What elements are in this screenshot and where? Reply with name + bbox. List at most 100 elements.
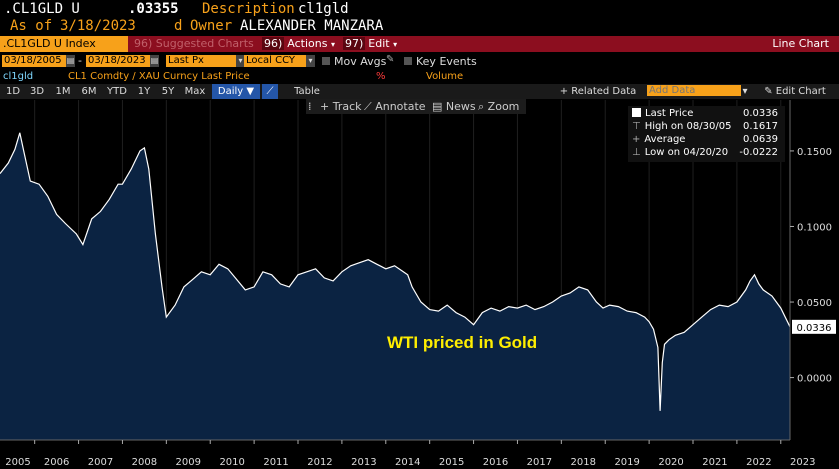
- function-bar: 96) Suggested Charts 96) Actions ▾ 97) Edi…: [0, 36, 839, 52]
- x-tick-label: 2009: [176, 457, 201, 468]
- related-data-button[interactable]: + Related Data ▾: [556, 84, 640, 112]
- period-select[interactable]: Daily ▼: [212, 84, 260, 99]
- legend-average: + Average 0.0639: [632, 134, 782, 147]
- chevron-down-icon[interactable]: ▾: [306, 55, 315, 67]
- tab-1m[interactable]: 1M: [55, 86, 71, 97]
- chart-line-icon[interactable]: ⟋: [262, 84, 278, 99]
- owner-label: Owner: [190, 18, 233, 34]
- tab-1y[interactable]: 1Y: [137, 86, 151, 97]
- track-button[interactable]: + Track: [320, 99, 362, 114]
- high-label: High on 08/30/05: [644, 121, 732, 132]
- mov-avgs-checkbox[interactable]: [322, 57, 330, 65]
- key-events-checkbox[interactable]: [404, 57, 412, 65]
- edit-num: 97): [343, 37, 366, 50]
- chevron-down-icon: ▾: [393, 40, 398, 49]
- low-marker-icon: ⊥: [632, 147, 641, 158]
- chart-type-title: Line Chart: [772, 37, 829, 50]
- x-tick-label: 2008: [132, 457, 157, 468]
- y-tick-label: 0.1500: [797, 147, 832, 158]
- volume-label: Volume: [426, 71, 464, 82]
- annotation-text: WTI priced in Gold: [387, 333, 537, 352]
- x-tick-label: 2022: [746, 457, 771, 468]
- zoom-button[interactable]: ⌕ Zoom: [478, 99, 519, 114]
- tab-1d[interactable]: 1D: [5, 86, 21, 97]
- high-value: 0.1617: [743, 121, 778, 132]
- x-tick-label: 2018: [571, 457, 596, 468]
- security-label: .CL1GLD U Index: [3, 37, 96, 50]
- last-price-value: 0.0336: [743, 108, 778, 119]
- end-date-field[interactable]: 03/18/2023: [86, 55, 150, 67]
- chevron-down-icon: ▾: [330, 40, 335, 49]
- actions-button[interactable]: 96) Actions ▾: [262, 36, 335, 52]
- stats-legend: Last Price 0.0336 ⊤ High on 08/30/05 0.16…: [628, 106, 785, 162]
- news-icon: ▤: [432, 100, 443, 113]
- edit-label: Edit: [368, 37, 390, 50]
- suggested-charts-button[interactable]: 96) Suggested Charts: [134, 36, 254, 52]
- calendar-icon[interactable]: ▤: [66, 55, 75, 67]
- y-tick-label: 0.0000: [797, 374, 832, 385]
- edit-button[interactable]: 97) Edit ▾: [343, 36, 397, 52]
- plus-icon: +: [559, 86, 569, 97]
- line-tool-icon: ⟋: [364, 100, 372, 113]
- chevron-down-icon[interactable]: ▾: [742, 86, 748, 97]
- edit-chart-button[interactable]: ✎ Edit Chart: [752, 84, 838, 99]
- x-tick-label: 2016: [483, 457, 508, 468]
- x-tick-label: 2021: [702, 457, 727, 468]
- annotate-label: Annotate: [375, 100, 426, 113]
- controls-row: 03/18/2005 ▤ - 03/18/2023 ▤ Last Px ▾ Lo…: [0, 53, 839, 69]
- range-tabs-row: 1D 3D 1M 6M YTD 1Y 5Y Max Daily ▼ ⟋ Tabl…: [0, 84, 839, 112]
- d-label: d: [174, 18, 183, 34]
- last-price: .03355: [128, 1, 179, 17]
- crosshair-icon: +: [320, 100, 330, 113]
- low-value: -0.0222: [739, 147, 778, 158]
- table-tab[interactable]: Table: [294, 86, 320, 97]
- asof-value: 3/18/2023: [60, 18, 136, 34]
- x-tick-label: 2014: [395, 457, 420, 468]
- pencil-icon[interactable]: ✎: [386, 54, 395, 65]
- owner-value: ALEXANDER MANZARA: [240, 18, 384, 34]
- x-tick-label: 2020: [658, 457, 683, 468]
- average-label: Average: [644, 134, 686, 145]
- header-row-2: As of 3/18/2023 d Owner ALEXANDER MANZAR…: [0, 18, 839, 36]
- price-field-select[interactable]: Last Px: [166, 55, 236, 67]
- chevron-down-icon[interactable]: ▾: [236, 55, 245, 67]
- suggested-num: 96): [134, 37, 153, 50]
- average-marker-icon: +: [632, 134, 641, 145]
- currency-select[interactable]: Local CCY: [244, 55, 306, 67]
- header-row-1: .CL1GLD U .03355 Description cl1gld: [0, 0, 839, 18]
- tab-max[interactable]: Max: [184, 86, 206, 97]
- tab-5y[interactable]: 5Y: [161, 86, 175, 97]
- chart-toolbar: ⁞ + Track ⟋ Annotate ▤ News ⌕ Zoom: [306, 99, 526, 114]
- x-tick-label: 2006: [44, 457, 69, 468]
- last-price-label: Last Price: [645, 108, 694, 119]
- add-data-input[interactable]: [647, 85, 741, 96]
- series-swatch: [632, 108, 641, 117]
- x-tick-label: 2011: [263, 457, 288, 468]
- track-label: Track: [332, 100, 362, 113]
- y-tick-label: 0.1000: [797, 222, 832, 233]
- security-field[interactable]: .CL1GLD U Index: [0, 36, 128, 52]
- last-value-tag: 0.0336: [792, 319, 836, 334]
- actions-label: Actions: [287, 37, 328, 50]
- date-separator: -: [78, 54, 82, 67]
- legend-high: ⊤ High on 08/30/05 0.1617: [632, 121, 782, 134]
- start-date-field[interactable]: 03/18/2005: [2, 55, 66, 67]
- tab-ytd[interactable]: YTD: [107, 86, 127, 97]
- calendar-icon[interactable]: ▤: [150, 55, 159, 67]
- series-line: [0, 132, 791, 411]
- description-label: Description: [202, 1, 295, 17]
- tab-6m[interactable]: 6M: [81, 86, 97, 97]
- percent-label: %: [376, 71, 386, 82]
- related-data-label: Related Data: [571, 86, 637, 97]
- description-value: cl1gld: [298, 1, 349, 17]
- zoom-label: Zoom: [487, 100, 520, 113]
- annotate-button[interactable]: ⟋ Annotate: [364, 99, 426, 114]
- x-tick-label: 2005: [5, 457, 30, 468]
- handle-icon: ⁞: [308, 100, 312, 113]
- x-tick-label: 2023: [790, 457, 815, 468]
- asof-label: As of: [10, 18, 53, 34]
- x-tick-label: 2007: [88, 457, 113, 468]
- y-ticks: 0.1500 0.1000 0.0500 0.0000: [790, 147, 832, 385]
- tab-3d[interactable]: 3D: [29, 86, 45, 97]
- news-button[interactable]: ▤ News: [432, 99, 476, 114]
